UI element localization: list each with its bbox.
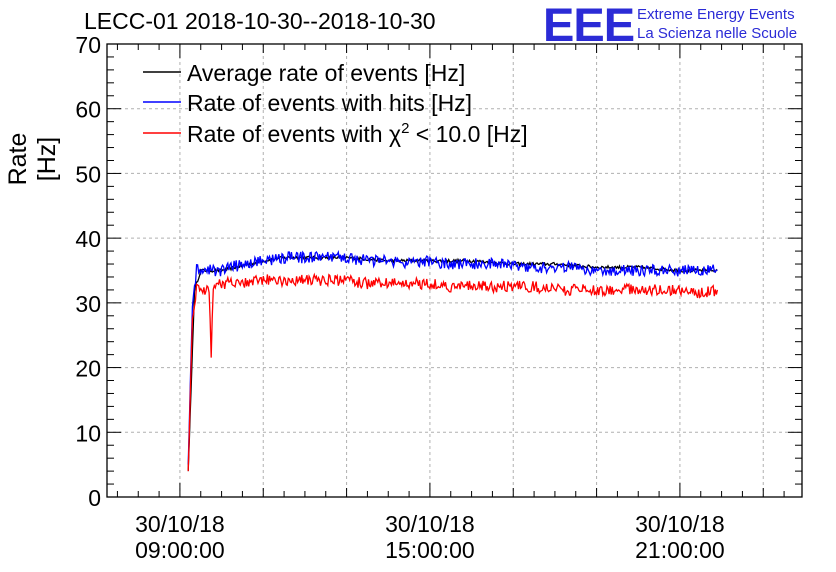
legend-chi-symbol: χ <box>389 121 401 147</box>
y-tick-label: 20 <box>75 356 101 382</box>
x-tick-date: 30/10/18 <box>635 511 725 537</box>
series-line-0 <box>187 255 718 472</box>
legend-label-hits: Rate of events with hits [Hz] <box>187 90 472 116</box>
x-tick-time: 09:00:00 <box>135 537 225 563</box>
grid-lines <box>107 44 802 497</box>
y-tick-label: 30 <box>75 291 101 317</box>
x-tick-time: 21:00:00 <box>635 537 725 563</box>
logo-line-2: La Scienza nelle Scuole <box>637 25 798 42</box>
y-tick-label: 0 <box>88 485 101 511</box>
eee-logo: EEE <box>543 0 635 51</box>
legend-chi2-suffix: < 10.0 [Hz] <box>409 121 527 147</box>
legend-chi-superscript: 2 <box>401 120 409 137</box>
x-axis-ticks: 30/10/1809:00:0030/10/1815:00:0030/10/18… <box>116 44 785 563</box>
series-line-1 <box>187 249 718 465</box>
x-tick-date: 30/10/18 <box>135 511 225 537</box>
legend-label-chi2: Rate of events with χ2 < 10.0 [Hz] <box>187 120 528 147</box>
series-lines <box>187 249 719 472</box>
y-tick-label: 70 <box>75 32 101 58</box>
logo-caption: Extreme Energy Events La Scienza nelle S… <box>637 5 797 43</box>
chart-title: LECC-01 2018-10-30--2018-10-30 <box>84 8 436 34</box>
y-axis-ticks: 0 10 20 30 40 50 60 70 <box>75 32 802 511</box>
y-tick-label: 10 <box>75 420 101 446</box>
plot-frame <box>106 43 803 498</box>
legend-chi2-prefix: Rate of events with <box>187 121 389 147</box>
y-tick-label: 50 <box>75 161 101 187</box>
legend-label-average: Average rate of events [Hz] <box>187 60 465 86</box>
y-tick-label: 60 <box>75 97 101 123</box>
x-tick-date: 30/10/18 <box>385 511 475 537</box>
logo-line-1: Extreme Energy Events <box>637 6 795 23</box>
series-line-2 <box>187 272 719 472</box>
y-tick-label: 40 <box>75 226 101 252</box>
legend: Average rate of events [Hz] Rate of even… <box>143 60 528 147</box>
x-tick-time: 15:00:00 <box>385 537 475 563</box>
